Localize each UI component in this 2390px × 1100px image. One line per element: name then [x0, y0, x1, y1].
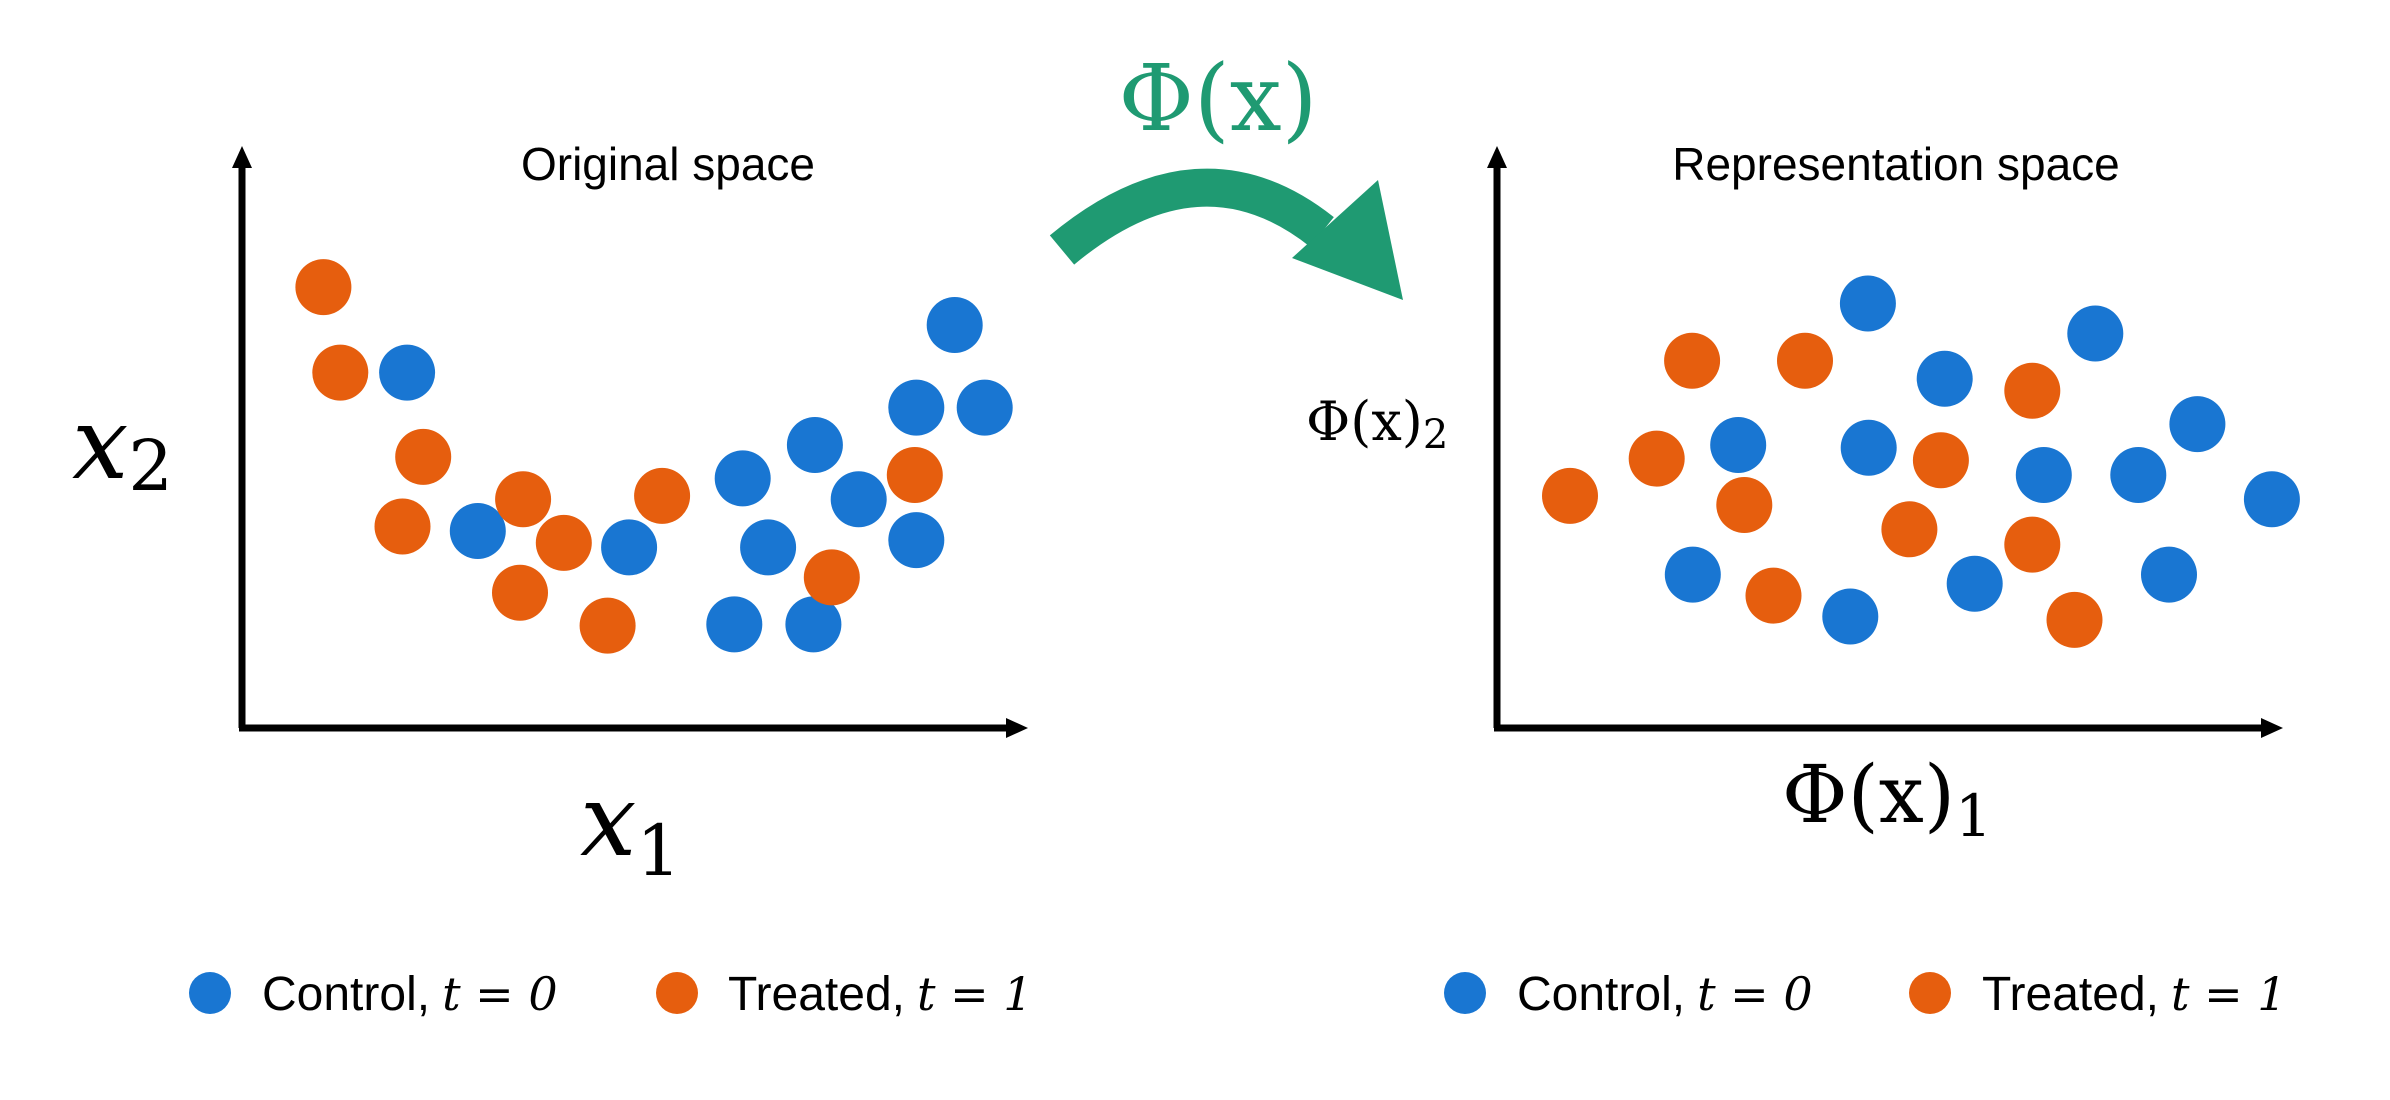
right-treated-point-10	[2004, 516, 2061, 573]
left-control-point-6	[740, 519, 797, 576]
right-control-point-7	[1946, 555, 2003, 612]
left-treated-point-4	[374, 498, 431, 555]
left-y-axis-label: x2	[72, 385, 173, 507]
right-legend-control-marker	[1444, 972, 1486, 1014]
left-legend-treated-marker	[656, 972, 698, 1014]
left-treated-point-6	[495, 471, 552, 528]
right-control-point-5	[1822, 588, 1879, 645]
left-treated-point-2	[312, 344, 369, 401]
left-control-point-5	[714, 450, 771, 507]
left-control-point-7	[786, 417, 843, 473]
right-treated-point-9	[2004, 362, 2061, 419]
right-control-point-8	[2015, 447, 2072, 503]
left-legend: Control, t = 0 Treated, t = 1	[189, 967, 1033, 1021]
mapping-arrow: Φ(x)	[1049, 45, 1403, 300]
left-legend-control-marker	[189, 972, 231, 1014]
left-treated-point-7	[535, 514, 592, 571]
left-y-axis	[232, 146, 252, 728]
left-treated-point-5	[492, 564, 548, 621]
right-x-axis-label: Φ(x)1	[1782, 748, 1992, 850]
right-treated-point-3	[1628, 430, 1685, 487]
left-legend-control-label: Control, t = 0	[262, 967, 558, 1021]
right-control-point-3	[1839, 275, 1896, 332]
right-control-point-2	[1664, 546, 1721, 603]
left-control-point-10	[888, 379, 945, 436]
left-control-point-3	[601, 519, 658, 576]
right-y-axis	[1487, 146, 1507, 728]
right-control-point-4	[1840, 419, 1897, 476]
right-control-point-9	[2067, 305, 2124, 362]
right-treated-point-8	[1881, 501, 1938, 558]
right-legend: Control, t = 0 Treated, t = 1	[1444, 967, 2287, 1021]
left-panel-title: Original space	[521, 138, 815, 190]
right-control-point-10	[2110, 447, 2167, 503]
left-treated-point-9	[634, 467, 691, 524]
right-treated-point-2	[1777, 332, 1833, 389]
right-control-point-11	[2141, 546, 2197, 603]
left-panel: Original space x2 x1 Control, t = 0 Treat…	[72, 138, 1033, 1021]
left-control-point-12	[926, 297, 983, 353]
right-treated-point-4	[1542, 467, 1598, 524]
right-treated-point-5	[1716, 477, 1773, 533]
right-treated-point-1	[1664, 332, 1721, 389]
right-x-axis	[1494, 718, 2283, 738]
left-legend-treated-label: Treated, t = 1	[728, 967, 1033, 1021]
mapping-label: Φ(x)	[1118, 45, 1317, 152]
left-treated-point-10	[803, 549, 860, 606]
right-treated-point-6	[1745, 567, 1802, 624]
right-control-point-6	[1916, 350, 1973, 407]
left-treated-point-8	[579, 597, 636, 654]
right-y-axis-label: Φ(x)2	[1306, 390, 1448, 458]
right-panel: Representation space Φ(x)2 Φ(x)1 Control…	[1306, 138, 2300, 1021]
right-treated-point-7	[1912, 432, 1969, 489]
left-control-point-1	[379, 344, 436, 401]
right-legend-treated-label: Treated, t = 1	[1982, 967, 2287, 1021]
right-scatter-points	[1542, 275, 2300, 648]
right-control-point-13	[2243, 471, 2300, 528]
left-treated-point-1	[295, 259, 352, 316]
left-control-point-13	[956, 379, 1013, 436]
left-x-axis-label: x1	[580, 762, 681, 892]
left-control-point-8	[785, 596, 842, 653]
left-x-axis	[239, 718, 1028, 738]
left-treated-point-3	[395, 428, 452, 485]
right-legend-treated-marker	[1909, 972, 1951, 1014]
right-panel-title: Representation space	[1672, 138, 2120, 190]
right-treated-point-11	[2046, 591, 2103, 648]
left-control-point-2	[449, 503, 506, 559]
left-control-point-9	[830, 471, 887, 528]
left-control-point-11	[888, 512, 945, 569]
left-scatter-points	[295, 259, 1013, 654]
left-treated-point-11	[886, 447, 943, 503]
left-control-point-4	[706, 596, 763, 653]
right-control-point-12	[2169, 396, 2226, 453]
right-legend-control-label: Control, t = 0	[1517, 967, 1813, 1021]
right-control-point-1	[1710, 417, 1767, 473]
